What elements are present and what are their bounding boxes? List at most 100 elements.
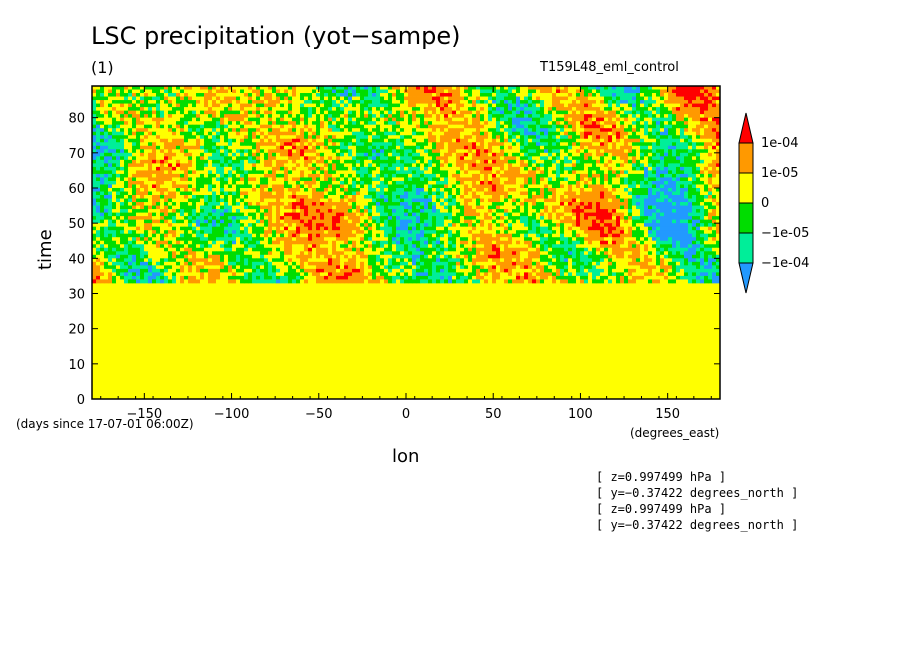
- field-cell: [552, 166, 557, 171]
- field-cell: [456, 114, 461, 119]
- field-cell: [596, 184, 601, 189]
- field-cell: [604, 142, 609, 147]
- field-cell: [532, 145, 537, 150]
- field-cell: [328, 135, 333, 140]
- field-cell: [360, 138, 365, 143]
- field-cell: [136, 100, 141, 104]
- field-cell: [532, 195, 537, 199]
- field-cell: [596, 135, 601, 140]
- field-cell: [280, 177, 285, 182]
- field-cell: [128, 163, 133, 168]
- field-cell: [580, 149, 585, 154]
- field-cell: [496, 128, 501, 133]
- field-cell: [584, 89, 589, 94]
- field-cell: [404, 173, 409, 178]
- field-cell: [480, 152, 485, 157]
- field-cell: [208, 195, 213, 199]
- field-cell: [644, 159, 649, 164]
- field-cell: [208, 135, 213, 140]
- field-cell: [640, 121, 645, 126]
- field-cell: [644, 128, 649, 133]
- field-cell: [180, 180, 185, 185]
- field-cell: [280, 184, 285, 189]
- field-cell: [92, 142, 97, 147]
- field-cell: [688, 93, 693, 97]
- field-cell: [424, 180, 429, 185]
- field-cell: [708, 103, 713, 108]
- field-cell: [496, 89, 501, 94]
- field-cell: [172, 103, 177, 108]
- field-cell: [156, 149, 161, 154]
- field-cell: [384, 163, 389, 168]
- field-cell: [500, 145, 505, 150]
- field-cell: [624, 128, 629, 133]
- field-cell: [432, 124, 437, 129]
- field-cell: [124, 177, 129, 182]
- field-cell: [184, 135, 189, 140]
- field-cell: [184, 156, 189, 161]
- field-cell: [280, 89, 285, 94]
- field-cell: [632, 145, 637, 150]
- field-cell: [700, 121, 705, 126]
- field-cell: [200, 114, 205, 119]
- field-cell: [468, 159, 473, 164]
- field-cell: [468, 117, 473, 122]
- field-cell: [696, 89, 701, 94]
- field-cell: [364, 121, 369, 126]
- field-cell: [400, 187, 405, 192]
- field-cell: [484, 96, 489, 101]
- field-cell: [264, 163, 269, 168]
- field-cell: [300, 138, 305, 143]
- field-cell: [712, 191, 717, 196]
- field-cell: [260, 103, 265, 108]
- field-cell: [344, 156, 349, 161]
- field-cell: [204, 142, 209, 147]
- field-cell: [96, 96, 101, 101]
- field-cell: [448, 142, 453, 147]
- field-cell: [516, 89, 521, 94]
- field-cell: [408, 138, 413, 143]
- field-cell: [448, 89, 453, 94]
- field-cell: [336, 96, 341, 101]
- field-cell: [156, 177, 161, 182]
- field-cell: [344, 166, 349, 171]
- field-cell: [212, 177, 217, 182]
- field-cell: [160, 131, 165, 136]
- field-cell: [632, 93, 637, 97]
- field-cell: [260, 135, 265, 140]
- field-cell: [188, 103, 193, 108]
- field-cell: [660, 191, 665, 196]
- field-cell: [620, 159, 625, 164]
- field-cell: [104, 180, 109, 185]
- field-cell: [200, 184, 205, 189]
- field-cell: [588, 110, 593, 115]
- field-cell: [348, 131, 353, 136]
- field-cell: [344, 138, 349, 143]
- field-cell: [144, 117, 149, 122]
- field-cell: [420, 103, 425, 108]
- field-cell: [676, 142, 681, 147]
- field-cell: [312, 89, 317, 94]
- field-cell: [716, 114, 721, 119]
- field-cell: [516, 187, 521, 192]
- field-cell: [144, 159, 149, 164]
- field-cell: [456, 159, 461, 164]
- field-cell: [256, 187, 261, 192]
- field-cell: [460, 177, 465, 182]
- field-cell: [176, 149, 181, 154]
- field-cell: [376, 159, 381, 164]
- field-cell: [424, 128, 429, 133]
- field-cell: [628, 128, 633, 133]
- field-cell: [404, 107, 409, 112]
- field-cell: [528, 195, 533, 199]
- field-cell: [580, 114, 585, 119]
- field-cell: [548, 135, 553, 140]
- field-cell: [260, 110, 265, 115]
- field-cell: [372, 163, 377, 168]
- field-cell: [564, 128, 569, 133]
- field-cell: [168, 191, 173, 196]
- field-cell: [576, 93, 581, 97]
- field-cell: [236, 180, 241, 185]
- field-cell: [340, 138, 345, 143]
- field-cell: [392, 131, 397, 136]
